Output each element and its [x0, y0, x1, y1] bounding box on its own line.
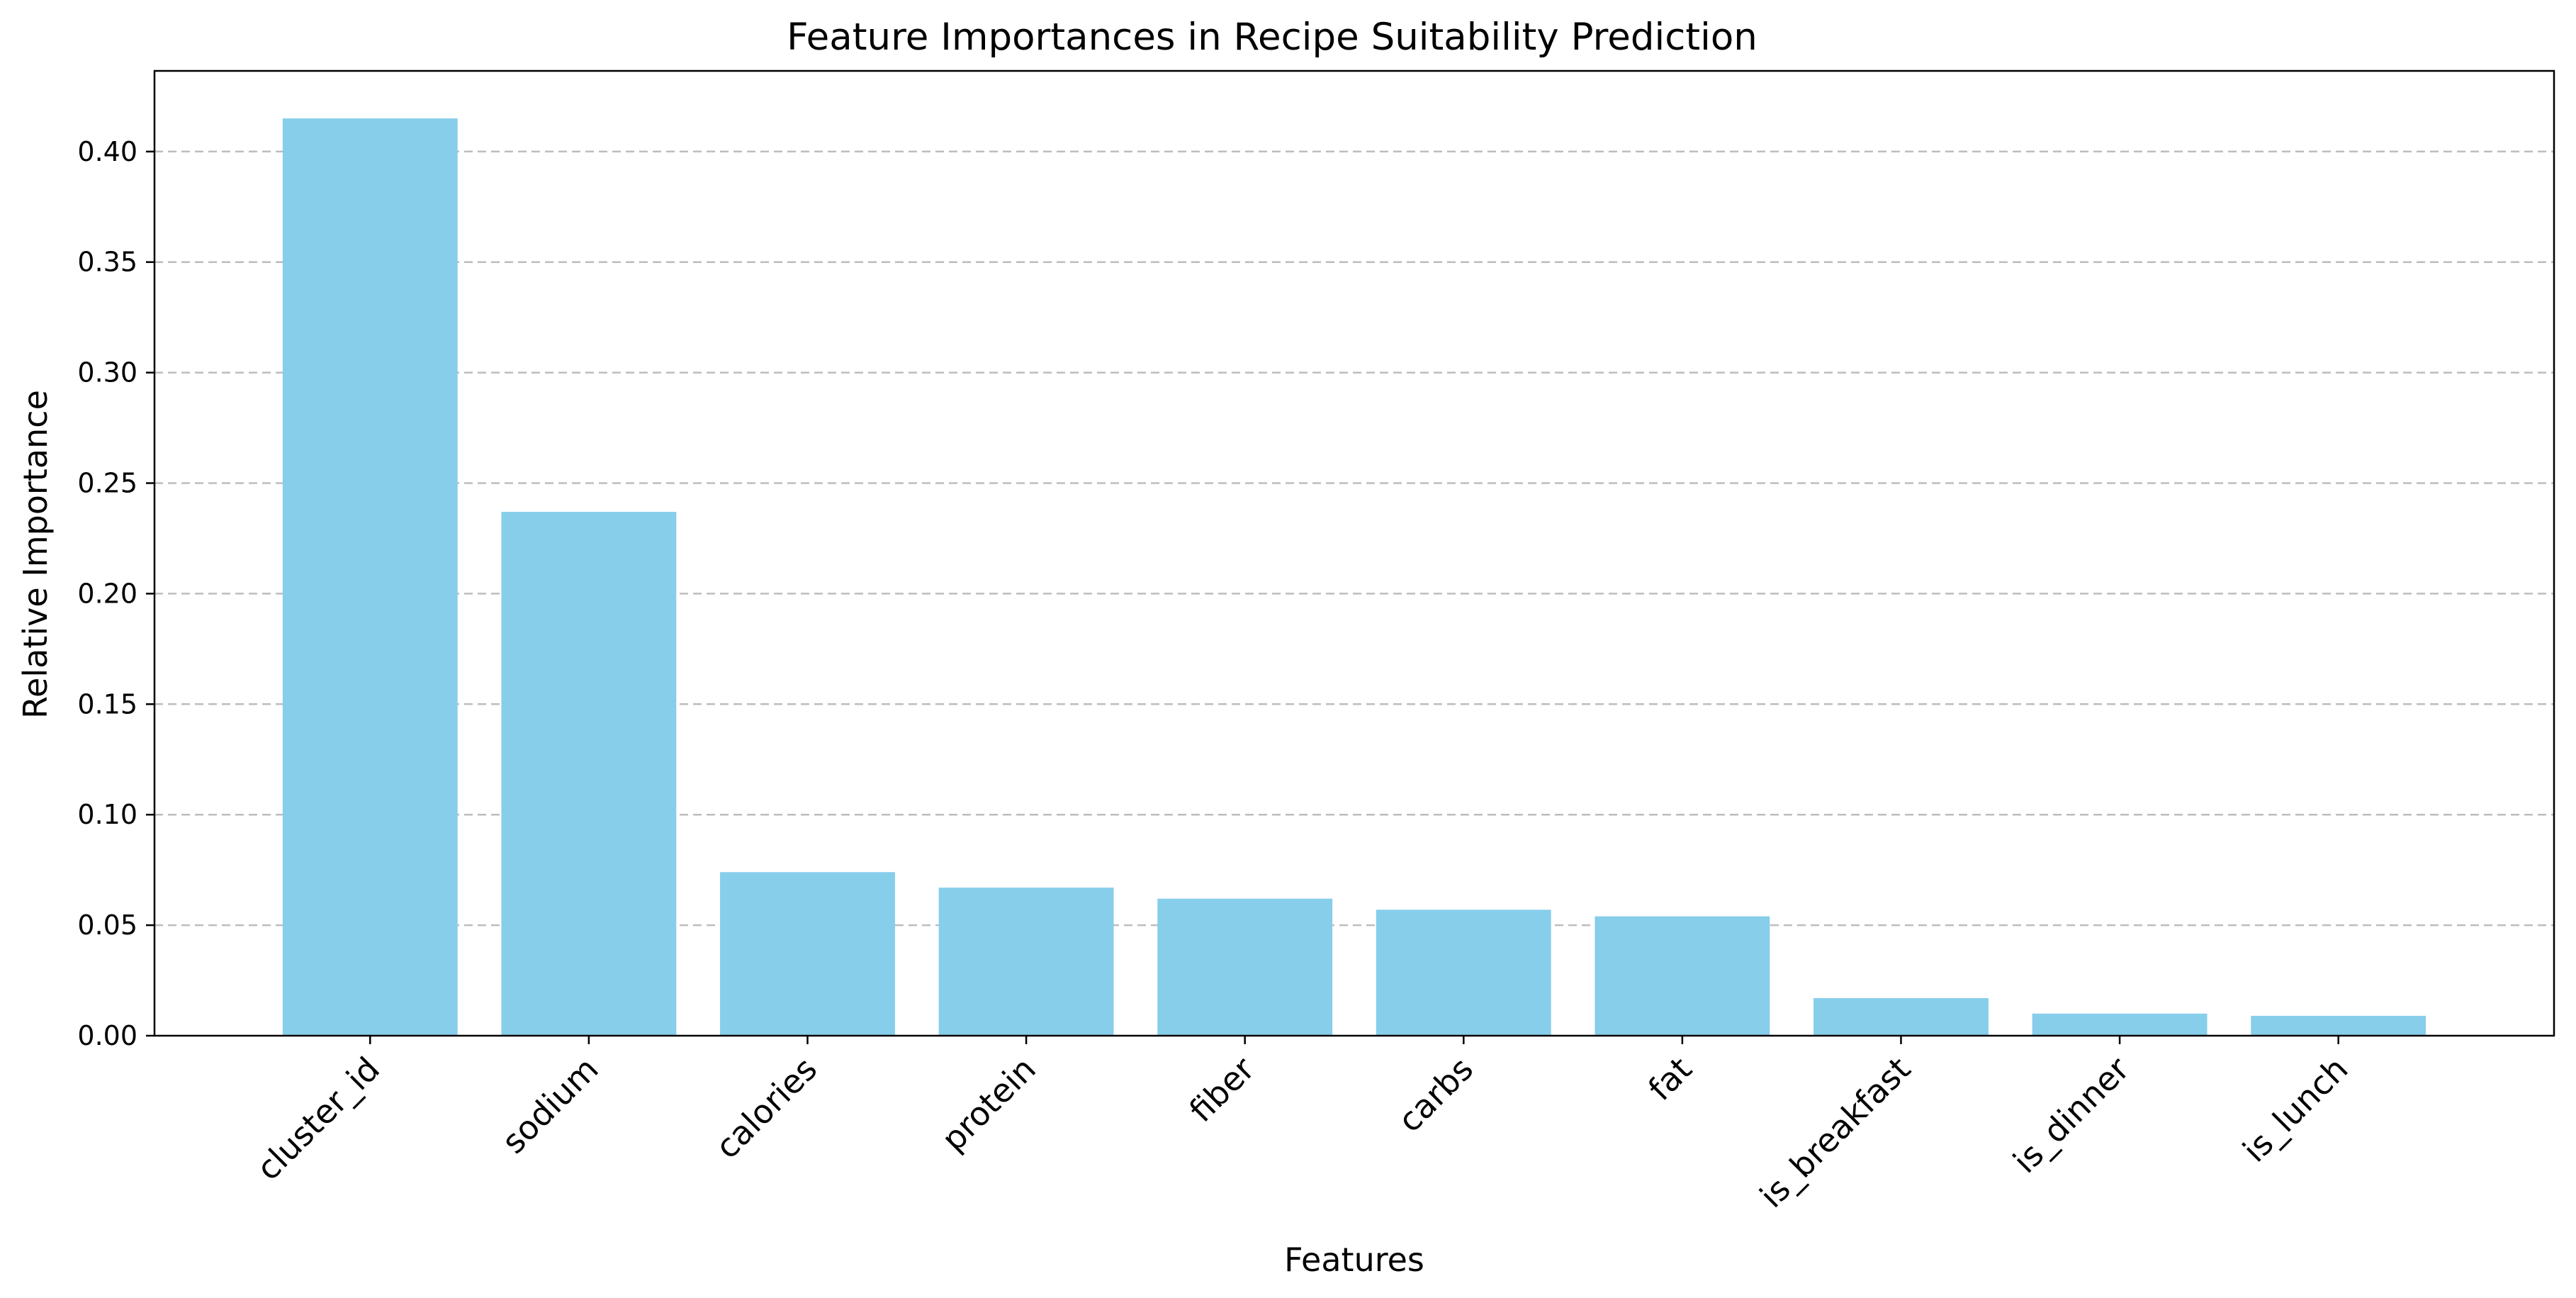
- bar-carbs: [1376, 910, 1551, 1036]
- y-tick-label: 0.15: [77, 688, 137, 720]
- plot-frame: [153, 69, 2555, 1037]
- y-tick-label: 0.40: [77, 136, 137, 167]
- x-tick-label-fiber: fiber: [1182, 1050, 1262, 1130]
- x-tick-label-calories: calories: [708, 1050, 824, 1166]
- y-tick-label: 0.00: [77, 1020, 137, 1051]
- bar-protein: [938, 888, 1114, 1036]
- grid-lines: [154, 150, 2554, 927]
- x-tick-label-is-dinner: is_dinner: [2006, 1050, 2137, 1181]
- bar-is-dinner: [2032, 1013, 2207, 1036]
- y-tick-label: 0.30: [77, 357, 137, 388]
- x-tick-label-is-lunch: is_lunch: [2235, 1050, 2355, 1170]
- bar-cluster-id: [282, 118, 458, 1036]
- y-tick-label: 0.35: [77, 247, 137, 278]
- bars: [282, 118, 2426, 1036]
- x-tick-label-is-breakfast: is_breakfast: [1753, 1050, 1918, 1216]
- x-axis-label: Features: [1284, 1241, 1424, 1279]
- x-tick-label-protein: protein: [934, 1050, 1043, 1159]
- y-tick-label: 0.25: [77, 468, 137, 499]
- y-tick-label: 0.05: [77, 910, 137, 941]
- x-tick-label-fat: fat: [1641, 1050, 1699, 1108]
- x-tick-label-sodium: sodium: [495, 1050, 606, 1161]
- y-axis-label: Relative Importance: [16, 390, 55, 719]
- x-axis: cluster_id sodium calories protein fiber carb…: [249, 1036, 2355, 1215]
- chart-title: Feature Importances in Recipe Suitabilit…: [787, 16, 1757, 59]
- x-tick-label-carbs: carbs: [1390, 1050, 1480, 1140]
- y-tick-label: 0.10: [77, 799, 137, 830]
- bar-fat: [1594, 916, 1770, 1036]
- x-tick-label-cluster-id: cluster_id: [249, 1050, 387, 1188]
- bar-calories: [720, 872, 895, 1036]
- bar-is-breakfast: [1813, 997, 1989, 1036]
- bar-is-lunch: [2251, 1015, 2426, 1036]
- bar-sodium: [501, 512, 677, 1036]
- y-axis: 0.00 0.05 0.10 0.15 0.20 0.25 0.30 0.35 0.40: [77, 136, 154, 1051]
- y-tick-label: 0.20: [77, 578, 137, 609]
- bar-fiber: [1157, 898, 1333, 1036]
